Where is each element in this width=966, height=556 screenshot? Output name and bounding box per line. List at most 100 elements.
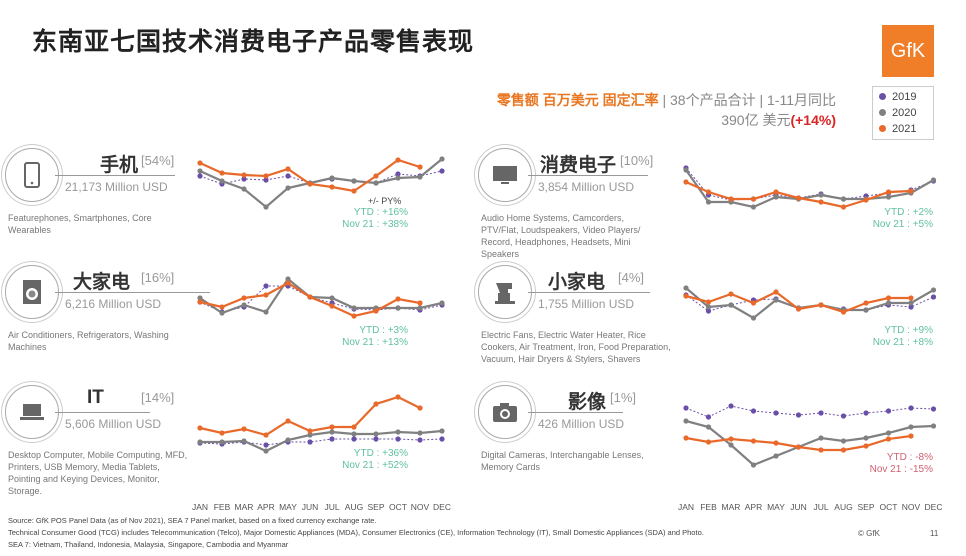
x-tick-label: APR <box>257 502 275 512</box>
category-share: [10%] <box>620 153 654 168</box>
data-point-2020-MAY <box>773 297 779 303</box>
category-3: 小家电 [4%] 1,755 Million USD Electric Fans… <box>478 265 678 375</box>
data-point-2021-AUG <box>351 188 357 194</box>
data-point-2021-NOV <box>908 295 914 301</box>
data-point-2021-MAR <box>241 295 247 301</box>
chart-4 <box>197 394 445 454</box>
footer: Source: GfK POS Panel Data (as of Nov 20… <box>8 515 704 551</box>
data-point-2021-OCT <box>395 157 401 163</box>
tv-icon <box>478 148 532 202</box>
data-point-2020-MAY <box>285 185 291 191</box>
nov-growth: Nov 21 : +38% <box>342 219 408 230</box>
x-tick-label: JUL <box>813 502 829 512</box>
series-line-2020 <box>685 419 934 467</box>
data-point-2020-JAN <box>197 439 203 445</box>
page-title: 东南亚七国技术消费电子产品零售表现 <box>32 28 475 56</box>
divider <box>528 412 623 413</box>
data-point-2020-JUN <box>307 432 313 438</box>
x-tick-label: JUL <box>324 502 340 512</box>
metric-label: 零售额 百万美元 固定汇率 <box>496 92 659 108</box>
category-share: [14%] <box>141 390 175 405</box>
data-point-2021-MAY <box>773 440 779 446</box>
total-value: 390亿 美元 <box>721 112 791 128</box>
data-point-2020-MAY <box>285 276 291 282</box>
data-point-2020-FEB <box>219 439 225 445</box>
x-tick-label: JUN <box>790 502 807 512</box>
data-point-2020-OCT <box>395 305 401 311</box>
data-point-2020-DEC <box>439 428 445 434</box>
data-point-2019-DEC <box>439 436 445 442</box>
data-point-2021-APR <box>750 438 757 444</box>
data-point-2020-SEP <box>373 180 379 186</box>
data-point-2020-DEC <box>930 423 937 429</box>
data-point-2021-AUG <box>840 447 847 453</box>
data-point-2021-MAY <box>285 418 291 424</box>
data-point-2020-JUL <box>329 175 335 181</box>
data-point-2021-OCT <box>395 296 401 302</box>
category-0: 手机 [54%] 21,173 Million USD Featurephone… <box>5 148 205 258</box>
chart-1 <box>683 165 937 210</box>
category-description: Digital Cameras, Interchangable Lenses, … <box>481 450 644 472</box>
data-point-2021-JUL <box>329 184 335 190</box>
data-point-2020-NOV <box>908 300 914 306</box>
data-point-2021-OCT <box>885 436 892 442</box>
data-point-2020-JAN <box>683 285 689 291</box>
footer-source: Source: GfK POS Panel Data (as of Nov 20… <box>8 516 377 525</box>
data-point-2019-OCT <box>885 408 892 414</box>
data-point-2021-NOV <box>417 405 423 411</box>
data-point-2020-JAN <box>197 168 203 174</box>
data-point-2020-APR <box>263 309 269 315</box>
nov-growth: Nov 21 : -15% <box>869 464 933 475</box>
data-point-2020-OCT <box>395 175 401 181</box>
category-4: IT [14%] 5,606 Million USD Desktop Compu… <box>5 385 205 496</box>
data-point-2019-DEC <box>930 406 937 412</box>
data-point-2020-APR <box>750 204 757 210</box>
products-label: 38个产品合计 <box>670 92 756 108</box>
data-point-2020-JUL <box>329 429 335 435</box>
data-point-2019-JUL <box>329 436 335 442</box>
x-tick-label: APR <box>744 502 763 512</box>
data-point-2019-APR <box>263 442 269 448</box>
data-point-2020-APR <box>263 204 269 210</box>
data-point-2019-OCT <box>395 436 401 442</box>
copyright: © GfK <box>858 529 880 538</box>
series-line-2020 <box>685 169 935 209</box>
data-point-2021-SEP <box>863 197 869 203</box>
category-name: 影像 <box>568 392 607 413</box>
data-point-2020-APR <box>750 462 757 468</box>
nov-growth: Nov 21 : +52% <box>342 460 408 471</box>
data-point-2021-MAR <box>728 291 734 297</box>
growth-stats: YTD : +36% Nov 21 : +52% <box>342 448 408 472</box>
nov-growth: Nov 21 : +13% <box>342 337 408 348</box>
data-point-2020-OCT <box>885 430 892 436</box>
data-point-2021-JAN <box>683 293 689 299</box>
series-line-2020 <box>199 158 443 209</box>
ytd-growth: YTD : +9% <box>884 325 933 336</box>
x-tick-label: SEP <box>367 502 385 512</box>
category-value: 426 Million USD <box>538 417 625 431</box>
data-point-2020-OCT <box>885 300 892 306</box>
data-point-2021-APR <box>263 173 269 179</box>
data-point-2019-APR <box>263 283 269 289</box>
legend-item-2019: 2019 <box>879 89 927 105</box>
category-5: 影像 [1%] 426 Million USD Digital Cameras,… <box>478 385 678 495</box>
data-point-2021-FEB <box>705 439 712 445</box>
category-description: Air Conditioners, Refrigerators, Washing… <box>8 330 169 352</box>
data-point-2021-NOV <box>417 164 423 170</box>
data-point-2020-MAR <box>728 302 734 308</box>
data-point-2019-NOV <box>417 437 423 443</box>
x-tick-label: JAN <box>191 502 209 512</box>
x-tick-label: OCT <box>389 502 407 512</box>
data-point-2021-FEB <box>219 304 225 310</box>
data-point-2021-JUN <box>307 428 313 434</box>
category-description: Featurephones, Smartphones, Core Wearabl… <box>8 213 152 235</box>
series-line-2021 <box>685 180 912 209</box>
series-line-2019 <box>685 405 934 418</box>
data-point-2020-DEC <box>439 156 445 162</box>
data-point-2021-APR <box>263 432 269 438</box>
data-point-2020-FEB <box>705 304 712 310</box>
data-point-2019-DEC <box>930 294 937 300</box>
data-point-2021-MAY <box>285 280 291 286</box>
category-description: Desktop Computer, Mobile Computing, MFD,… <box>8 450 188 496</box>
data-point-2021-AUG <box>840 204 847 210</box>
